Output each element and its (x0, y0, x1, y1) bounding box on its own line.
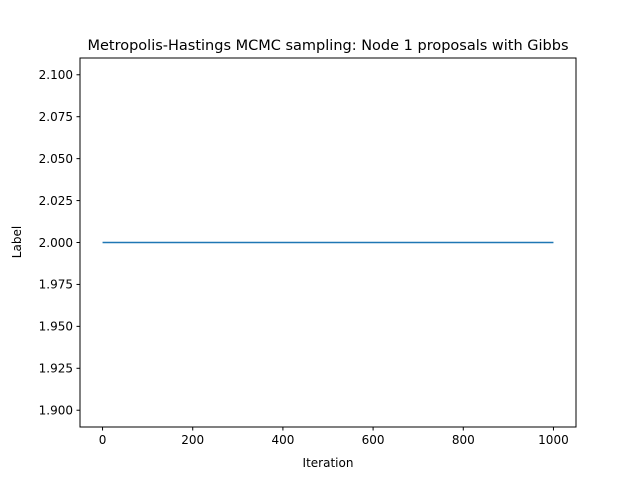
x-tick-label: 800 (452, 433, 475, 447)
chart-title: Metropolis-Hastings MCMC sampling: Node … (87, 38, 568, 54)
y-tick-label: 2.075 (39, 110, 73, 124)
x-tick-label: 200 (181, 433, 204, 447)
y-tick-label: 2.100 (39, 68, 73, 82)
y-axis-label: Label (10, 226, 24, 258)
x-axis: 0 200 400 600 800 1000 (99, 427, 569, 447)
y-tick-label: 2.000 (39, 236, 73, 250)
x-tick-label: 400 (271, 433, 294, 447)
x-axis-label: Iteration (303, 456, 354, 470)
y-axis: 1.900 1.925 1.950 1.975 2.000 2.025 2.050 2.075… (39, 68, 80, 418)
x-tick-label: 0 (99, 433, 107, 447)
y-tick-label: 2.025 (39, 194, 73, 208)
y-tick-label: 1.900 (39, 404, 73, 418)
y-tick-label: 1.950 (39, 320, 73, 334)
x-tick-label: 1000 (538, 433, 569, 447)
y-tick-label: 1.925 (39, 362, 73, 376)
y-tick-label: 1.975 (39, 278, 73, 292)
y-tick-label: 2.050 (39, 152, 73, 166)
x-tick-label: 600 (362, 433, 385, 447)
